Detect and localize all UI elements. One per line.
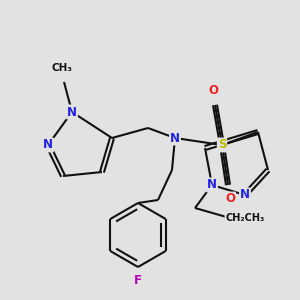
Text: N: N <box>43 139 53 152</box>
Text: CH₃: CH₃ <box>52 63 73 73</box>
Text: CH₂CH₃: CH₂CH₃ <box>225 213 265 223</box>
Text: N: N <box>240 188 250 202</box>
Text: N: N <box>207 178 217 191</box>
Text: N: N <box>170 131 180 145</box>
Text: S: S <box>218 139 226 152</box>
Text: O: O <box>225 193 235 206</box>
Text: O: O <box>208 85 218 98</box>
Text: F: F <box>134 274 142 287</box>
Text: N: N <box>67 106 77 118</box>
